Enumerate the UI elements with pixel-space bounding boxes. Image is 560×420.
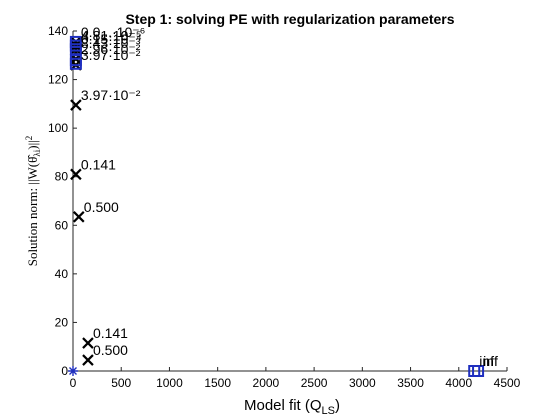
point-label: 2.96·10⁻² xyxy=(81,41,141,57)
x-axis-label: Model fit (QLS) xyxy=(244,397,340,417)
point-label: 8.43·10⁻³ xyxy=(81,35,141,51)
x-tick-label: 500 xyxy=(111,376,131,390)
y-tick-label: 140 xyxy=(48,24,68,38)
chart-title: Step 1: solving PE with regularization p… xyxy=(125,11,454,27)
y-tick-label: 80 xyxy=(55,170,69,184)
y-tick-label: 40 xyxy=(55,267,69,281)
point-label: 0.141 xyxy=(81,156,116,172)
x-tick-label: 2000 xyxy=(253,376,280,390)
x-tick-label: 4500 xyxy=(494,376,521,390)
square-marker xyxy=(472,365,485,377)
x-ticks: 0 500 1000 1500 2000 2500 3000 3500 4000 4500 xyxy=(70,367,521,390)
y-tick-label: 100 xyxy=(48,121,68,135)
point-label: inf xyxy=(483,353,498,369)
x-tick-label: 0 xyxy=(70,376,77,390)
data-labels: 0.0...·10⁻⁶4.81·10⁻⁵0.15·10⁻⁴8.43·10⁻³2.… xyxy=(81,24,498,369)
point-label: 0.141 xyxy=(93,325,128,341)
point-label: 3.97·10⁻² xyxy=(81,47,141,63)
x-axis-label-sub: LS xyxy=(322,405,335,417)
x-marker xyxy=(82,354,94,366)
point-label: 0.500 xyxy=(93,342,128,358)
x-axis-label-end: ) xyxy=(335,397,340,414)
y-tick-label: 120 xyxy=(48,73,68,87)
point-label: inf xyxy=(479,353,494,369)
data-marks xyxy=(68,35,485,377)
x-tick-label: 1000 xyxy=(156,376,183,390)
x-tick-label: 4000 xyxy=(445,376,472,390)
plot-area: 0 500 1000 1500 2000 2500 3000 3500 4000 4500 0 20… xyxy=(48,24,521,390)
y-axis-label-sub: λi xyxy=(32,149,42,156)
x-tick-label: 2500 xyxy=(301,376,328,390)
x-tick-label: 3000 xyxy=(349,376,376,390)
y-axis-label-main: Solution norm: ||W(θ̂ xyxy=(25,154,40,267)
x-axis-label-main: Model fit (Q xyxy=(244,397,322,414)
point-label: 0.0...·10⁻⁶ xyxy=(81,24,146,40)
y-tick-label: 20 xyxy=(55,315,69,329)
x-marker xyxy=(73,211,85,223)
y-axis-label: Solution norm: ||W(θ̂λi)||2 xyxy=(24,136,42,267)
point-label: 0.15·10⁻⁴ xyxy=(81,31,142,47)
x-marker xyxy=(70,168,82,181)
x-tick-label: 3500 xyxy=(397,376,424,390)
asterisk-marker xyxy=(68,366,78,376)
point-label: 3.97·10⁻² xyxy=(81,87,141,103)
x-marker xyxy=(82,337,94,349)
x-marker xyxy=(70,43,82,55)
y-tick-label: 0 xyxy=(61,364,68,378)
y-axis-label-end: )|| xyxy=(25,140,40,150)
point-label: 0.500 xyxy=(84,199,119,215)
y-axis-label-sup: 2 xyxy=(24,136,34,141)
x-tick-label: 1500 xyxy=(204,376,231,390)
point-label: 4.81·10⁻⁵ xyxy=(81,28,142,44)
x-marker xyxy=(70,99,82,111)
square-marker xyxy=(69,57,82,70)
y-tick-label: 60 xyxy=(55,218,69,232)
